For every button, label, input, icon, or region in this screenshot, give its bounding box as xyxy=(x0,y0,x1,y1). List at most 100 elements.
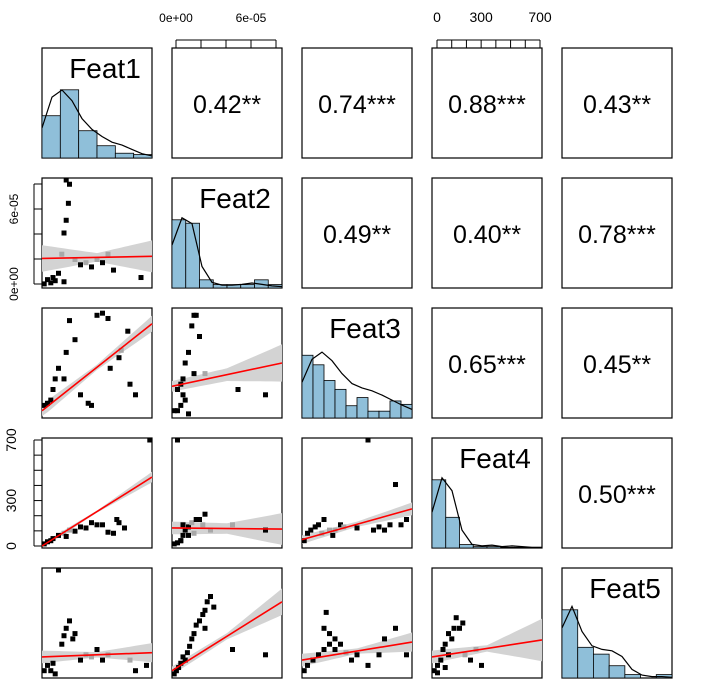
panel-frame xyxy=(561,177,673,289)
confidence-band xyxy=(42,643,152,664)
confidence-band xyxy=(42,240,152,273)
data-point xyxy=(50,660,56,666)
data-point xyxy=(67,181,72,187)
data-point xyxy=(316,652,321,658)
data-point xyxy=(50,387,56,392)
data-point xyxy=(468,657,473,663)
panel-frame xyxy=(301,437,413,549)
regression-line xyxy=(171,527,283,530)
data-point xyxy=(180,522,186,528)
confidence-band xyxy=(172,588,282,675)
density-curve xyxy=(41,89,153,157)
data-point xyxy=(89,402,94,408)
density-curve xyxy=(171,216,283,288)
correlation-label: 0.88*** xyxy=(448,91,526,119)
data-point xyxy=(83,525,89,531)
panel-frame xyxy=(561,437,673,549)
data-point xyxy=(78,657,83,663)
data-point xyxy=(63,533,69,539)
data-point xyxy=(50,275,56,281)
data-point xyxy=(133,668,138,674)
data-point xyxy=(78,262,83,268)
data-point xyxy=(178,538,184,544)
data-point xyxy=(61,376,67,382)
data-point xyxy=(70,636,76,642)
data-point xyxy=(72,631,78,637)
data-point xyxy=(48,280,54,286)
data-point xyxy=(67,318,72,324)
data-point xyxy=(111,267,116,273)
correlation-label: 0.78*** xyxy=(578,221,656,249)
histogram-bar xyxy=(445,516,460,549)
data-point xyxy=(321,647,327,652)
data-point xyxy=(173,668,179,674)
confidence-band xyxy=(302,502,412,544)
data-point xyxy=(72,257,78,262)
data-point xyxy=(175,437,180,443)
data-point xyxy=(100,522,105,528)
scatter-panel xyxy=(41,177,153,287)
data-point xyxy=(127,381,133,387)
tick-label: 700 xyxy=(3,428,19,452)
data-point xyxy=(45,277,50,283)
data-point xyxy=(197,334,202,339)
tick-label: 6e-05 xyxy=(7,193,21,224)
data-point xyxy=(41,281,47,287)
data-point xyxy=(442,665,448,671)
variable-label: Feat1 xyxy=(69,53,141,84)
data-point xyxy=(45,400,50,406)
data-point xyxy=(175,540,180,546)
data-point xyxy=(263,652,268,658)
scatter-panel xyxy=(301,437,413,544)
data-point xyxy=(440,647,446,652)
data-point xyxy=(332,647,338,652)
data-point xyxy=(202,625,208,631)
scatter-panel xyxy=(41,310,153,416)
data-point xyxy=(48,397,54,403)
data-point xyxy=(105,315,111,321)
data-point xyxy=(116,355,122,361)
panel-frame xyxy=(301,47,413,159)
correlation-label: 0.42** xyxy=(193,91,261,119)
data-point xyxy=(100,310,105,316)
data-point xyxy=(107,365,113,371)
data-point xyxy=(61,633,67,639)
data-point xyxy=(197,618,202,624)
histogram-bar xyxy=(577,646,594,679)
axis-left-feat2: 0e+00 6e-05 xyxy=(7,183,42,301)
regression-line xyxy=(41,476,153,547)
data-point xyxy=(114,517,120,522)
variable-label: Feat4 xyxy=(459,443,531,474)
data-point xyxy=(193,517,199,522)
data-point xyxy=(197,517,202,522)
tick-label: 6e-05 xyxy=(236,11,267,25)
data-point xyxy=(312,524,318,530)
data-point xyxy=(200,522,206,528)
histogram-bar xyxy=(624,674,641,679)
data-point xyxy=(116,520,122,526)
histogram-feat3 xyxy=(301,351,413,419)
data-point xyxy=(125,328,131,334)
correlation-label: 0.43** xyxy=(583,91,651,119)
data-point xyxy=(182,527,188,533)
histogram-bar xyxy=(78,130,98,159)
histogram-bar xyxy=(593,653,610,679)
data-point xyxy=(100,260,105,266)
histogram-bar xyxy=(486,546,502,549)
histogram-bar xyxy=(431,479,447,549)
data-point xyxy=(208,527,213,533)
data-point xyxy=(100,657,105,663)
scatter-panel xyxy=(431,615,543,676)
histogram-bar xyxy=(608,665,626,679)
data-point xyxy=(323,609,329,615)
data-point xyxy=(330,532,336,538)
data-point xyxy=(263,392,268,398)
data-point xyxy=(94,312,100,318)
data-point xyxy=(398,522,404,528)
histogram-bar xyxy=(171,219,187,289)
variable-label: Feat3 xyxy=(329,313,401,344)
data-point xyxy=(138,275,144,281)
histogram-bar xyxy=(561,609,579,679)
data-point xyxy=(63,177,69,183)
data-point xyxy=(59,251,65,257)
